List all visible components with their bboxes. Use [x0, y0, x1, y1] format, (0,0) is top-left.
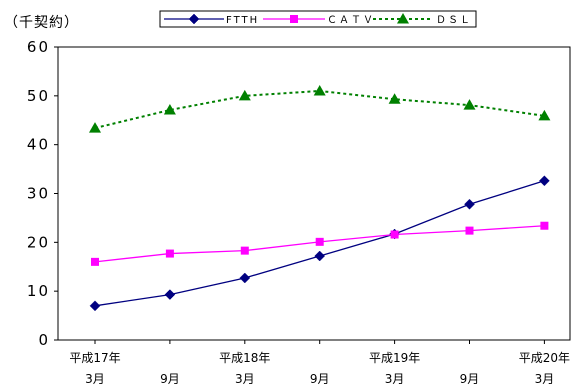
data-point [89, 122, 101, 133]
data-point [463, 99, 476, 110]
data-point [238, 89, 251, 101]
data-point [164, 289, 176, 300]
x-tick-label-month: 9月 [310, 372, 330, 386]
series-layer [89, 84, 551, 312]
y-tick-label: 60 [27, 38, 50, 56]
x-tick-label-month: 9月 [460, 372, 480, 386]
data-point [313, 84, 326, 96]
x-tick-label-month: 3月 [235, 372, 255, 386]
series-3 [89, 84, 551, 133]
series-line [94, 89, 545, 130]
data-point [163, 103, 176, 115]
x-tick-label-month: 3月 [535, 372, 555, 386]
x-tick-label-month: 3月 [85, 372, 105, 386]
x-tick-label-year: 平成20年 [519, 351, 570, 365]
legend-label: ＤＳＬ [436, 15, 472, 26]
data-point [538, 109, 551, 121]
x-tick-label-year: 平成19年 [369, 351, 420, 365]
legend-swatch-marker [188, 13, 200, 25]
y-tick-label: 30 [27, 185, 50, 203]
legend-swatch-marker [397, 13, 409, 24]
legend-label: ＣＡＴＶ [327, 15, 375, 26]
data-point [465, 226, 474, 235]
data-point [464, 198, 475, 210]
data-point [388, 93, 401, 104]
y-tick-label: 0 [38, 331, 50, 349]
y-tick-label: 20 [27, 233, 50, 251]
x-tick-label-month: 9月 [160, 372, 180, 386]
data-point [539, 175, 550, 187]
legend-swatch-marker [290, 15, 298, 23]
data-point [390, 230, 399, 239]
data-point [240, 246, 249, 255]
data-point [314, 250, 326, 262]
y-tick-label: 40 [27, 136, 50, 154]
x-tick-label-year: 平成18年 [219, 351, 270, 365]
x-tick-label-year: 平成17年 [69, 351, 120, 365]
y-axis-unit-label: （千契約） [4, 15, 79, 31]
legend: FTTH ＣＡＴＶ ＤＳＬ [159, 10, 477, 28]
axes: 0 10 20 30 40 50 60 平成17年 3月 9月 平成18年 3月 9月 平成19年 3月 9月… [27, 38, 571, 386]
data-point [239, 272, 251, 284]
y-tick-label: 50 [27, 87, 50, 105]
data-point [540, 221, 549, 230]
data-point [165, 249, 174, 258]
data-point [91, 257, 99, 266]
data-point [315, 237, 324, 246]
x-tick-label-month: 3月 [385, 372, 405, 386]
data-point [89, 300, 101, 312]
y-tick-label: 10 [27, 282, 50, 300]
series-2 [91, 221, 549, 266]
legend-label: FTTH [226, 15, 259, 26]
